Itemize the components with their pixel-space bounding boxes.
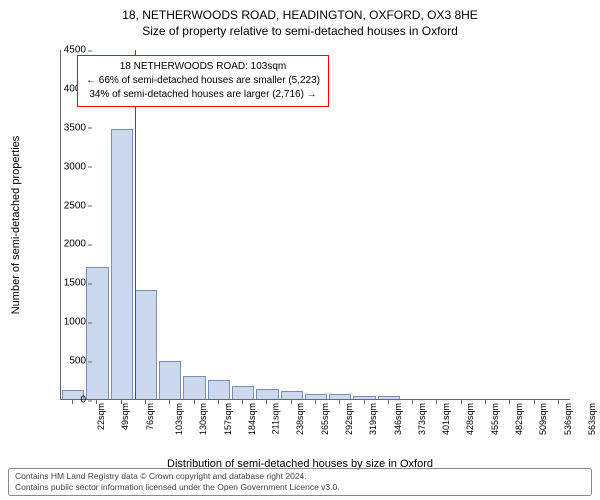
x-tick-mark <box>96 400 97 404</box>
y-tick: 2500 <box>46 200 86 211</box>
x-tick-label: 563sqm <box>587 403 597 435</box>
y-tick: 1500 <box>46 278 86 289</box>
x-tick-label: 319sqm <box>368 403 378 435</box>
title-subtitle: Size of property relative to semi-detach… <box>0 24 600 38</box>
x-tick-mark <box>436 400 437 404</box>
title-address: 18, NETHERWOODS ROAD, HEADINGTON, OXFORD… <box>0 8 600 22</box>
annotation-callout: 18 NETHERWOODS ROAD: 103sqm← 66% of semi… <box>77 55 329 107</box>
y-tick: 1000 <box>46 317 86 328</box>
x-tick-mark <box>364 400 365 404</box>
x-tick-mark <box>194 400 195 404</box>
x-tick-mark <box>461 400 462 404</box>
histogram-bar <box>183 376 205 399</box>
histogram-bar <box>353 396 375 399</box>
x-tick-label: 428sqm <box>465 403 475 435</box>
annotation-line: 18 NETHERWOODS ROAD: 103sqm <box>86 60 320 74</box>
y-axis-label: Number of semi-detached properties <box>10 136 22 315</box>
x-tick-label: 22sqm <box>96 403 106 430</box>
x-tick-mark <box>266 400 267 404</box>
x-tick-label: 76sqm <box>145 403 155 430</box>
x-tick-mark <box>291 400 292 404</box>
x-tick-label: 401sqm <box>441 403 451 435</box>
x-tick-label: 346sqm <box>393 403 403 435</box>
histogram-bar <box>159 361 181 399</box>
x-tick-label: 373sqm <box>417 403 427 435</box>
x-tick-mark <box>72 400 73 404</box>
x-tick-label: 184sqm <box>247 403 257 435</box>
y-tick: 3500 <box>46 122 86 133</box>
histogram-bar <box>111 129 133 399</box>
x-tick-label: 455sqm <box>490 403 500 435</box>
x-tick-mark <box>121 400 122 404</box>
copyright-notice: Contains HM Land Registry data © Crown c… <box>8 468 592 496</box>
x-tick-mark <box>339 400 340 404</box>
x-tick-label: 265sqm <box>320 403 330 435</box>
histogram-bar <box>86 267 108 399</box>
y-tick: 500 <box>46 356 86 367</box>
copyright-line1: Contains HM Land Registry data © Crown c… <box>15 471 585 482</box>
histogram-bar <box>208 380 230 399</box>
annotation-line: ← 66% of semi-detached houses are smalle… <box>86 74 320 88</box>
x-tick-mark <box>242 400 243 404</box>
x-tick-label: 130sqm <box>198 403 208 435</box>
histogram-bar <box>256 389 278 399</box>
x-tick-mark <box>509 400 510 404</box>
x-tick-label: 157sqm <box>223 403 233 435</box>
x-tick-mark <box>534 400 535 404</box>
x-tick-label: 536sqm <box>563 403 573 435</box>
x-tick-label: 211sqm <box>271 403 281 434</box>
annotation-line: 34% of semi-detached houses are larger (… <box>86 88 320 102</box>
x-tick-label: 509sqm <box>538 403 548 435</box>
x-tick-label: 103sqm <box>174 403 184 435</box>
chart-title: 18, NETHERWOODS ROAD, HEADINGTON, OXFORD… <box>0 0 600 38</box>
x-tick-mark <box>218 400 219 404</box>
x-tick-mark <box>388 400 389 404</box>
y-tick: 4500 <box>46 45 86 56</box>
histogram-bar <box>378 396 400 399</box>
histogram-bar <box>281 391 303 399</box>
x-tick-mark <box>485 400 486 404</box>
x-tick-mark <box>169 400 170 404</box>
x-tick-label: 292sqm <box>344 403 354 435</box>
x-tick-label: 482sqm <box>514 403 524 435</box>
x-tick-mark <box>558 400 559 404</box>
y-tick: 3000 <box>46 161 86 172</box>
x-tick-mark <box>412 400 413 404</box>
x-tick-mark <box>315 400 316 404</box>
histogram-bar <box>135 290 157 399</box>
x-tick-mark <box>145 400 146 404</box>
copyright-line2: Contains public sector information licen… <box>15 482 585 493</box>
histogram-bar <box>329 394 351 399</box>
histogram-bar <box>305 394 327 399</box>
y-tick: 2000 <box>46 239 86 250</box>
histogram-bar <box>232 386 254 399</box>
x-tick-label: 49sqm <box>120 403 130 430</box>
x-tick-label: 238sqm <box>295 403 305 435</box>
y-tick: 0 <box>46 395 86 406</box>
